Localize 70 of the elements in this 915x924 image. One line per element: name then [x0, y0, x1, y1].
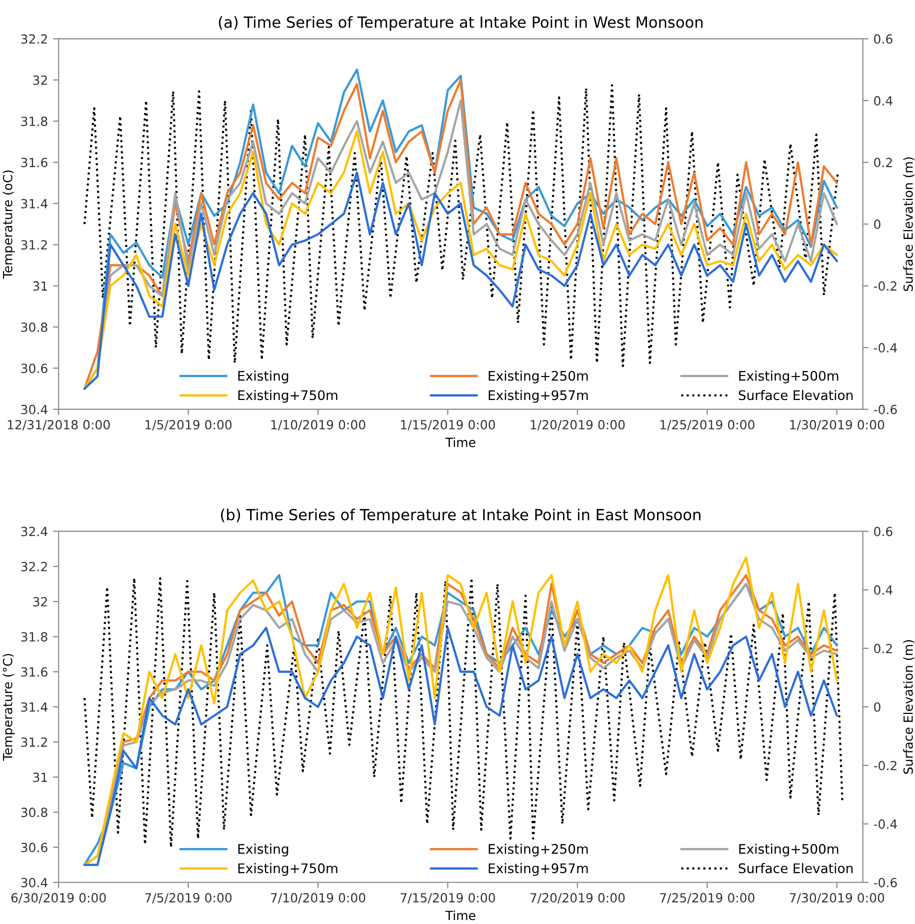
x-tick-label: 1/10/2019 0:00 — [271, 420, 366, 430]
y2-axis-title: Surface Elevation (m) — [903, 640, 914, 774]
x-tick-label: 7/10/2019 0:00 — [270, 893, 366, 904]
y-tick-label: 30.4 — [21, 404, 48, 414]
x-tick-label: 7/5/2019 0:00 — [145, 893, 232, 904]
chart-title: (b) Time Series of Temperature at Intake Point in East Monsoon — [221, 508, 700, 524]
y-tick-label: 30.8 — [21, 808, 48, 818]
y-tick-label: 32 — [33, 75, 47, 85]
y-tick-label: 32.2 — [21, 562, 47, 572]
x-tick-label: 7/15/2019 0:00 — [400, 893, 495, 904]
y-tick-label: 30.6 — [21, 842, 48, 852]
y2-tick-label: -0.4 — [874, 819, 897, 829]
x-tick-label: 7/25/2019 0:00 — [660, 893, 754, 904]
x-tick-label: 1/5/2019 0:00 — [146, 420, 232, 430]
y-tick-label: 31.2 — [21, 737, 47, 747]
legend-label: Existing+250m — [488, 370, 588, 384]
x-tick-label: 6/30/2019 0:00 — [11, 893, 106, 904]
y2-tick-label: -0.6 — [874, 404, 897, 414]
y2-tick-label: 0.6 — [874, 34, 892, 44]
line-series — [83, 172, 838, 390]
y-tick-label: 31.4 — [21, 198, 48, 208]
y-axis-title: Temperature (oC) — [2, 170, 15, 279]
x-axis-title: Time — [445, 910, 476, 920]
y-tick-label: 31.4 — [21, 702, 48, 712]
y2-tick-label: 0.6 — [874, 526, 892, 536]
legend-label: Existing+250m — [488, 844, 588, 856]
legend-label: Existing+750m — [238, 863, 338, 876]
y-tick-label: 30.6 — [21, 364, 48, 374]
y-tick-label: 31 — [33, 772, 47, 782]
y-tick-label: 32.2 — [21, 34, 47, 44]
y-tick-label: 30.4 — [21, 878, 48, 888]
y2-tick-label: -0.2 — [874, 281, 896, 291]
y2-tick-label: -0.4 — [874, 343, 897, 353]
y2-tick-label: -0.6 — [874, 878, 897, 888]
x-tick-label: 12/31/2018 0:00 — [8, 420, 110, 430]
y-tick-label: 31.6 — [21, 158, 48, 168]
legend-label: Existing+957m — [488, 390, 588, 403]
legend-label: Surface Elevation — [738, 390, 853, 400]
y2-tick-label: 0.2 — [874, 644, 892, 654]
y-tick-label: 32.4 — [21, 526, 48, 536]
y2-tick-label: 0 — [874, 702, 880, 712]
x-tick-label: 1/15/2019 0:00 — [401, 420, 495, 430]
y2-tick-label: 0 — [874, 220, 880, 229]
y-axis-title: Temperature (°C) — [2, 654, 15, 761]
legend-label: Existing — [238, 844, 288, 856]
x-tick-label: 1/25/2019 0:00 — [660, 420, 754, 430]
chart-title: (a) Time Series of Temperature at Intake Point in West Monsoon — [218, 16, 703, 31]
legend-label: Existing+500m — [739, 844, 838, 856]
x-tick-label: 7/30/2019 0:00 — [790, 893, 884, 904]
y2-tick-label: 0.2 — [874, 158, 892, 168]
legend-label: Existing — [238, 370, 288, 384]
legend-label: Existing+500m — [739, 370, 838, 384]
y-tick-label: 31.6 — [21, 667, 48, 677]
y2-tick-label: -0.2 — [874, 760, 896, 770]
y2-tick-label: 0.4 — [874, 96, 892, 106]
x-tick-label: 7/20/2019 0:00 — [530, 893, 625, 904]
y2-tick-label: 0.4 — [874, 585, 892, 595]
y-tick-label: 32 — [33, 596, 47, 606]
legend-label: Existing+750m — [238, 390, 338, 403]
legend-label: Surface Elevation — [738, 863, 853, 874]
y2-axis-title: Surface Elevation (m) — [903, 157, 914, 292]
y-tick-label: 31.2 — [21, 240, 47, 250]
y-tick-label: 31.8 — [21, 632, 48, 642]
legend-label: Existing+957m — [488, 863, 588, 876]
y-tick-label: 31.8 — [21, 116, 48, 126]
x-axis-title: Time — [445, 437, 476, 448]
y-tick-label: 31 — [33, 281, 47, 291]
x-tick-label: 1/30/2019 0:00 — [790, 420, 884, 430]
x-tick-label: 1/20/2019 0:00 — [530, 420, 625, 430]
y-tick-label: 30.8 — [21, 322, 48, 332]
